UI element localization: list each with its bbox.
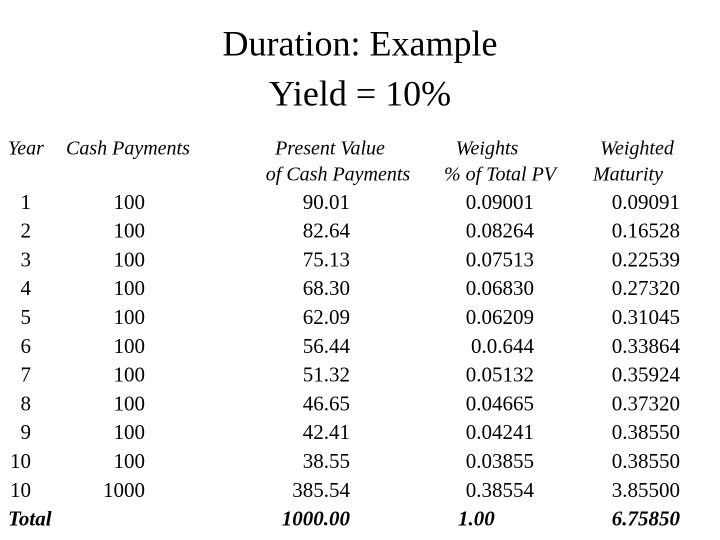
table-cell: 100 (114, 219, 146, 243)
table-cell: 0.04241 (466, 420, 534, 444)
table-cell: 0.09091 (612, 190, 680, 214)
total-cell: 6.75850 (612, 507, 681, 531)
table-cell: 8 (21, 391, 32, 415)
table-cell: 0.04665 (466, 391, 534, 415)
table-cell: 0.07513 (466, 247, 534, 271)
table-cell: 5 (21, 305, 32, 329)
table-cell: 0.22539 (612, 247, 680, 271)
table-cell: 385.54 (292, 478, 350, 502)
table-cell: 100 (114, 190, 146, 214)
table-cell: 100 (114, 247, 146, 271)
table-cell: 0.38554 (466, 478, 535, 502)
table-cell: 100 (114, 363, 146, 387)
title-line: Duration: Example (223, 23, 498, 63)
table-cell: 100 (114, 420, 146, 444)
table-cell: 90.01 (303, 190, 350, 214)
table-cell: 51.32 (303, 363, 350, 387)
table-cell: 10 (10, 449, 31, 473)
table-cell: 100 (114, 276, 146, 300)
table-cell: 100 (114, 334, 146, 358)
table-cell: 6 (21, 334, 32, 358)
column-header: Year (8, 138, 44, 160)
table-cell: 62.09 (303, 305, 350, 329)
table-cell: 0.35924 (612, 363, 681, 387)
total-cell: 1.00 (458, 507, 495, 531)
table-cell: 56.44 (303, 334, 351, 358)
table-cell: 0.37320 (612, 391, 680, 415)
column-header: of Cash Payments (266, 164, 411, 186)
table-cell: 0.09001 (466, 190, 534, 214)
table-cell: 0.0.644 (471, 334, 535, 358)
table-cell: 3.85500 (612, 478, 680, 502)
title-line: Yield = 10% (269, 73, 451, 113)
table-cell: 3 (21, 247, 32, 271)
table-cell: 38.55 (303, 449, 350, 473)
table-cell: 0.38550 (612, 449, 680, 473)
table-cell: 42.41 (303, 420, 350, 444)
table-cell: 0.16528 (612, 219, 680, 243)
column-header: Maturity (592, 164, 663, 186)
table-cell: 0.33864 (612, 334, 681, 358)
table-cell: 4 (21, 276, 32, 300)
table-cell: 0.08264 (466, 219, 535, 243)
column-header: Cash Payments (66, 138, 190, 160)
table-cell: 100 (114, 391, 146, 415)
table-cell: 0.06830 (466, 276, 534, 300)
column-header: Weights (456, 138, 519, 160)
table-cell: 1000 (103, 478, 145, 502)
table-cell: 0.27320 (612, 276, 680, 300)
table-cell: 0.06209 (466, 305, 534, 329)
table-cell: 0.31045 (612, 305, 680, 329)
table-cell: 10 (10, 478, 31, 502)
column-header: % of Total PV (444, 164, 559, 186)
table-cell: 0.03855 (466, 449, 534, 473)
table-cell: 0.05132 (466, 363, 534, 387)
table-cell: 7 (21, 363, 32, 387)
table-cell: 46.65 (303, 391, 350, 415)
table-cell: 75.13 (303, 247, 350, 271)
table-cell: 100 (114, 449, 146, 473)
column-header: Present Value (274, 138, 385, 160)
table-cell: 68.30 (303, 276, 350, 300)
table-cell: 2 (21, 219, 32, 243)
total-cell: 1000.00 (282, 507, 351, 531)
table-cell: 1 (21, 190, 32, 214)
table-cell: 82.64 (303, 219, 351, 243)
table-cell: 100 (114, 305, 146, 329)
table-cell: 9 (21, 420, 32, 444)
table-cell: 0.38550 (612, 420, 680, 444)
column-header: Weighted (600, 138, 675, 160)
total-label: Total (8, 507, 52, 531)
